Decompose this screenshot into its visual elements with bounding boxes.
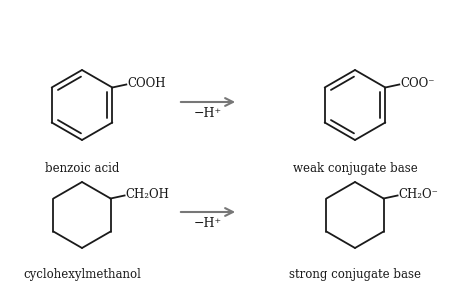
Text: CH₂OH: CH₂OH xyxy=(125,188,170,201)
Text: benzoic acid: benzoic acid xyxy=(45,162,119,175)
Text: weak conjugate base: weak conjugate base xyxy=(293,162,417,175)
Text: −H⁺: −H⁺ xyxy=(194,107,222,120)
Text: COO⁻: COO⁻ xyxy=(400,77,435,90)
Text: strong conjugate base: strong conjugate base xyxy=(289,268,421,281)
Text: CH₂O⁻: CH₂O⁻ xyxy=(399,188,438,201)
Text: COOH: COOH xyxy=(127,77,166,90)
Text: −H⁺: −H⁺ xyxy=(194,217,222,230)
Text: cyclohexylmethanol: cyclohexylmethanol xyxy=(23,268,141,281)
